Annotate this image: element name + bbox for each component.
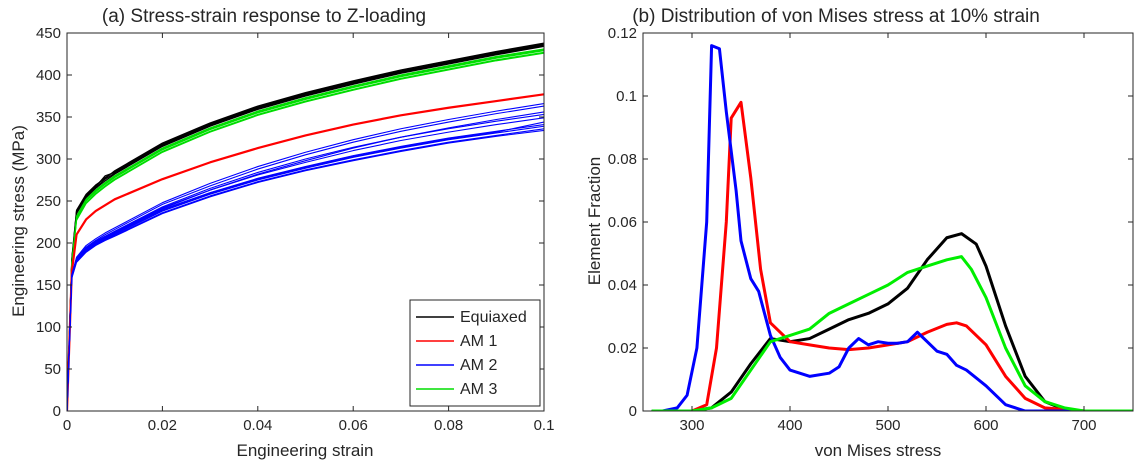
chart-b-y-tick-label: 0.04 [608, 277, 637, 294]
chart-a-y-tick-label: 250 [36, 193, 61, 210]
chart-a-series-am-3-line-9 [67, 52, 544, 411]
chart-a-title: (a) Stress-strain response to Z-loading [102, 6, 426, 27]
chart-b-y-tick-label: 0.08 [608, 151, 637, 168]
chart-a-ylabel: Engineering stress (MPa) [9, 125, 28, 317]
chart-a-series-am-2-line-20 [67, 117, 544, 411]
chart-a-series-equiaxed-line-2 [67, 44, 544, 411]
chart-a-series-am-2-line-19 [67, 129, 544, 411]
chart-b-lines [651, 44, 1133, 411]
chart-a-series-equiaxed-line-4 [67, 42, 544, 411]
chart-b-series-am-2-line-2 [651, 44, 1133, 411]
chart-a-series-am-1-line-10 [67, 93, 544, 411]
chart-a-y-tick-label: 450 [36, 25, 61, 42]
chart-b-ylabel: Element Fraction [585, 157, 604, 286]
chart-b-x-tick-label: 600 [973, 417, 998, 434]
chart-b-axes: 300 400 500 600 700 0 0.02 0.04 0.06 0.08 0.1 0.12 [608, 25, 1134, 434]
chart-b-xlabel: von Mises stress [815, 441, 942, 460]
chart-a-x-tick-label: 0.04 [243, 417, 272, 434]
chart-a-series-am-2-line-17 [67, 113, 544, 411]
chart-a-y-tick-label: 0 [53, 403, 61, 420]
legend-label-am-1: AM 1 [460, 333, 497, 350]
chart-a-axes: 0 0.02 0.04 0.06 0.08 0.1 0 50 100 150 200 250 300 35… [36, 25, 554, 434]
chart-a-series-am-2-line-12 [67, 105, 544, 411]
chart-b-x-tick-label: 300 [679, 417, 704, 434]
chart-a-stress-strain: (a) Stress-strain response to Z-loading … [9, 6, 554, 460]
chart-b-series-am-3-line-3 [651, 255, 1133, 411]
chart-a-series-am-2-line-16 [67, 128, 544, 411]
chart-a-plot-frame [66, 32, 545, 412]
chart-b-series-equiaxed-line-0 [651, 232, 1133, 411]
chart-a-xlabel: Engineering strain [236, 441, 373, 460]
chart-b-x-tick-label: 400 [777, 417, 802, 434]
chart-a-y-tick-label: 200 [36, 235, 61, 252]
chart-a-y-tick-label: 400 [36, 67, 61, 84]
chart-a-x-tick-label: 0.06 [339, 417, 368, 434]
chart-b-x-tick-label: 700 [1071, 417, 1096, 434]
chart-a-series-am-2-line-13 [67, 103, 544, 411]
chart-a-x-tick-label: 0.02 [148, 417, 177, 434]
legend-label-equiaxed: Equiaxed [460, 309, 527, 326]
chart-a-y-tick-label: 50 [44, 361, 61, 378]
chart-b-y-tick-label: 0 [629, 403, 637, 420]
chart-b-y-tick-label: 0.12 [608, 25, 637, 42]
chart-b-title: (b) Distribution of von Mises stress at … [632, 6, 1040, 27]
chart-a-x-tick-label: 0 [63, 417, 71, 434]
chart-a-lines [67, 42, 544, 411]
chart-a-y-tick-label: 100 [36, 319, 61, 336]
chart-a-x-tick-label: 0.08 [434, 417, 463, 434]
chart-b-x-tick-label: 500 [875, 417, 900, 434]
chart-a-x-tick-label: 0.1 [534, 417, 555, 434]
chart-b-von-mises-distribution: (b) Distribution of von Mises stress at … [585, 6, 1134, 460]
chart-b-series-am-1-line-1 [651, 100, 1133, 411]
chart-a-legend: Equiaxed AM 1 AM 2 AM 3 [409, 299, 541, 407]
chart-a-series-am-3-line-8 [67, 49, 544, 411]
chart-a-y-tick-label: 300 [36, 151, 61, 168]
chart-b-y-tick-label: 0.02 [608, 340, 637, 357]
legend-label-am-3: AM 3 [460, 381, 497, 398]
chart-a-series-am-2-line-18 [67, 121, 544, 411]
chart-a-y-tick-label: 350 [36, 109, 61, 126]
chart-b-y-tick-label: 0.06 [608, 214, 637, 231]
legend-label-am-2: AM 2 [460, 357, 497, 374]
chart-b-y-tick-label: 0.1 [616, 88, 637, 105]
chart-a-series-equiaxed-line-3 [67, 45, 544, 411]
chart-a-y-tick-label: 150 [36, 277, 61, 294]
